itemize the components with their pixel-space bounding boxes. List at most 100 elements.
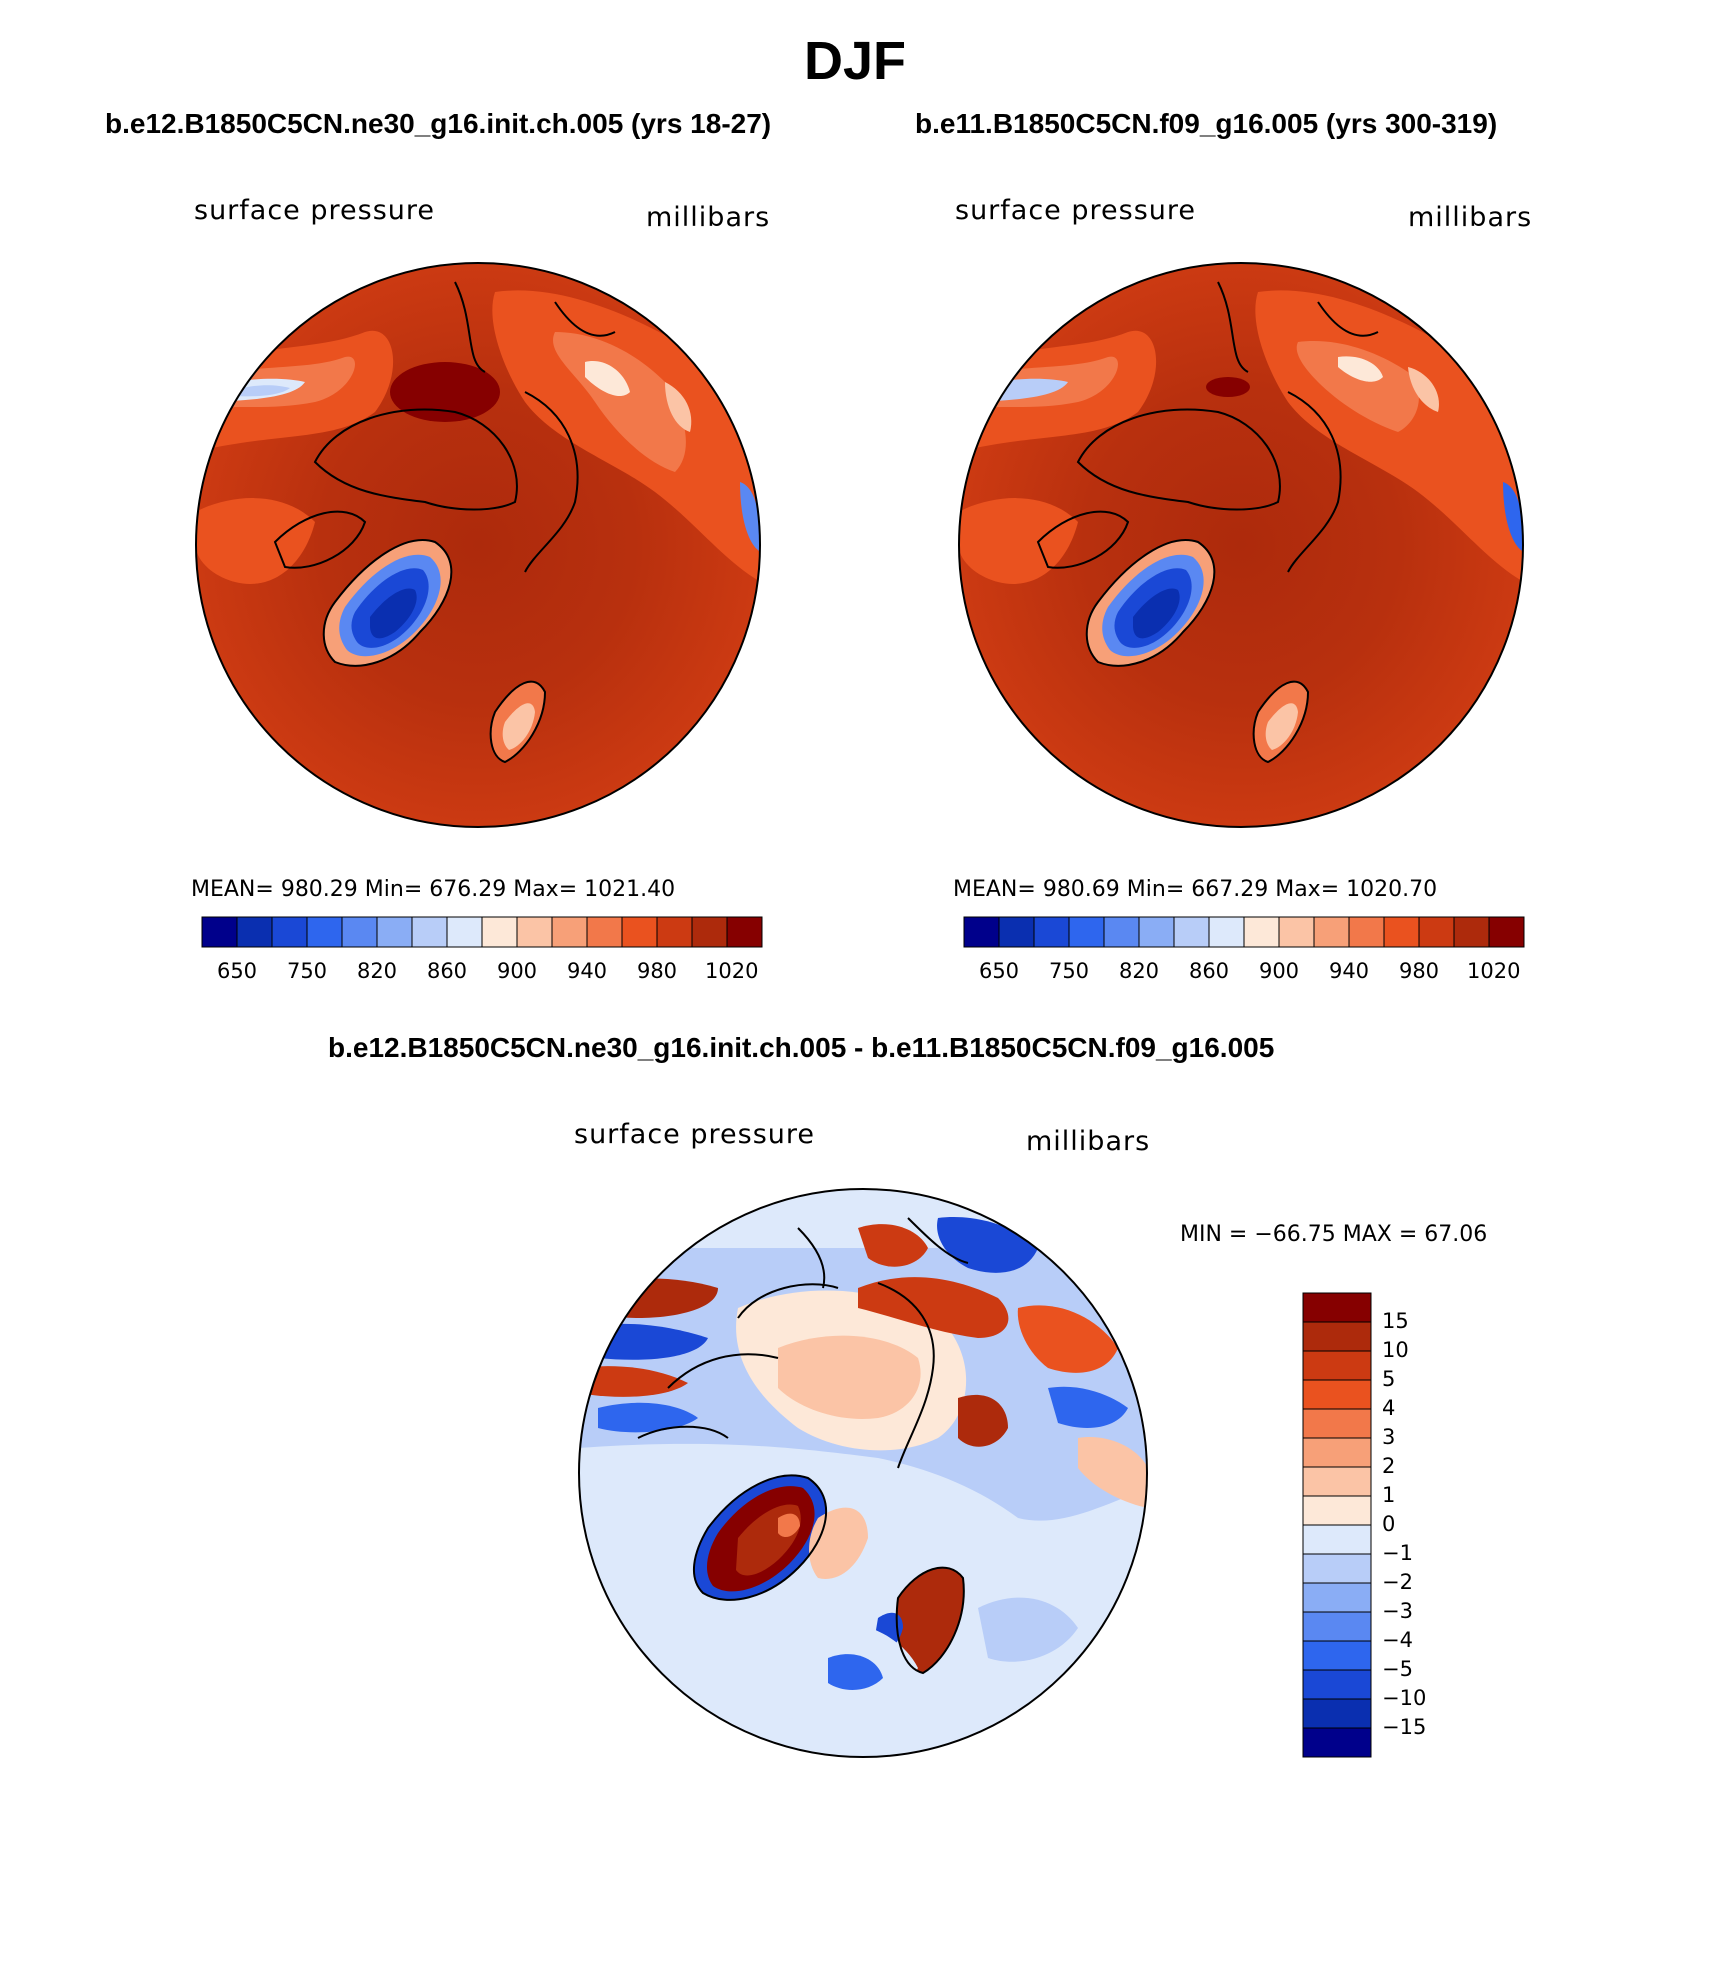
colorbar-swatch [1313,916,1350,948]
panel2-coastline [1036,510,1130,569]
colorbar-swatch [1302,1466,1372,1497]
diff-scandinavia-coast [895,1566,965,1675]
colorbar-swatch [1033,916,1070,948]
diff-coastline [637,1282,935,1469]
colorbar-swatch [271,916,308,948]
colorbar-tick-label: −2 [1382,1570,1413,1594]
diff-units-label: millibars [1026,1126,1151,1157]
panel2-case-title: b.e11.B1850C5CN.f09_g16.005 (yrs 300-319… [915,108,1498,139]
colorbar-tick-label: 4 [1382,1396,1396,1420]
colorbar-swatch [963,916,1000,948]
panel2-colorbar [963,916,1525,948]
colorbar-swatch [376,916,413,948]
colorbar-swatch [1208,916,1245,948]
colorbar-swatch [1302,1553,1372,1584]
colorbar-swatch [1302,1669,1372,1700]
panel2-scandinavia-inner [1265,703,1298,750]
panel2-stats: MEAN= 980.69 Min= 667.29 Max= 1020.70 [953,877,1438,902]
panel1-greenland-core [370,588,417,639]
diff-scandinavia [896,1567,964,1673]
diff-colorbar [1302,1292,1372,1758]
colorbar-tick-label: 0 [1382,1512,1396,1536]
diff-central-arctic-inner [778,1335,921,1419]
colorbar-tick-label: 2 [1382,1454,1396,1478]
panel2-greenland-coast [1085,539,1216,667]
colorbar-tick-label: 900 [1258,959,1300,983]
panel2-map-border [958,262,1524,828]
colorbar-tick-label: 900 [496,959,538,983]
colorbar-tick-label: 820 [1118,959,1160,983]
colorbar-tick-label: 650 [978,959,1020,983]
colorbar-swatch [1488,916,1525,948]
panel2-units-label: millibars [1408,202,1533,233]
panel2-field-patch [1408,367,1439,412]
panel1-field-patch [196,498,315,584]
colorbar-swatch [516,916,553,948]
colorbar-tick-label: 750 [1048,959,1090,983]
colorbar-swatch [1068,916,1105,948]
diff-field-patch [1017,1305,1118,1373]
panel1-case-title: b.e12.B1850C5CN.ne30_g16.init.ch.005 (yr… [105,108,772,139]
panel1-field-patch [235,385,290,397]
colorbar-swatch [586,916,623,948]
panel1-greenland-coast [322,539,453,667]
colorbar-swatch [1302,1640,1372,1671]
colorbar-tick-label: 3 [1382,1425,1396,1449]
colorbar-swatch [1302,1698,1372,1729]
panel1-coastline [454,281,616,373]
colorbar-swatch [1453,916,1490,948]
colorbar-tick-label: −10 [1382,1686,1427,1710]
panel1-scandinavia-coast [489,680,547,764]
panel1-field-patch [665,382,692,432]
panel1-polar-map [195,262,761,828]
diff-field-patch [1078,1437,1147,1508]
colorbar-tick-label: 5 [1382,1367,1396,1391]
colorbar-swatch [621,916,658,948]
colorbar-tick-label: 1 [1382,1483,1396,1507]
panel2-field-patch [1503,482,1523,552]
colorbar-swatch [1302,1292,1372,1323]
colorbar-swatch [1103,916,1140,948]
colorbar-swatch [481,916,518,948]
colorbar-swatch [446,916,483,948]
colorbar-tick-label: 980 [1398,959,1440,983]
panel2-coastline [1217,281,1379,373]
colorbar-tick-label: 860 [1188,959,1230,983]
panel1-field-patch [740,482,760,552]
colorbar-swatch [1243,916,1280,948]
colorbar-tick-label: 980 [636,959,678,983]
colorbar-swatch [726,916,763,948]
colorbar-tick-label: 650 [216,959,258,983]
panel2-greenland-core [1133,588,1180,639]
colorbar-swatch [1302,1495,1372,1526]
colorbar-tick-label: 940 [566,959,608,983]
panel2-variable-label: surface pressure [955,195,1196,226]
colorbar-tick-label: −15 [1382,1715,1427,1739]
diff-map-border [578,1188,1148,1758]
diff-field-patch [958,1394,1008,1447]
colorbar-swatch [341,916,378,948]
panel1-variable-label: surface pressure [194,195,435,226]
colorbar-tick-label: 15 [1382,1309,1409,1333]
colorbar-tick-label: −4 [1382,1628,1413,1652]
colorbar-tick-label: −1 [1382,1541,1413,1565]
colorbar-swatch [1302,1727,1372,1758]
diff-coastline [797,1217,969,1289]
diff-field-patch [588,1323,708,1360]
colorbar-swatch [1138,916,1175,948]
diff-field-patch [579,1366,688,1397]
diff-field-patch [1048,1386,1128,1428]
colorbar-swatch [1302,1379,1372,1410]
colorbar-swatch [1302,1524,1372,1555]
figure-title: DJF [803,31,906,91]
colorbar-swatch [1418,916,1455,948]
diff-field-patch [978,1597,1078,1662]
diff-field-patch [598,1402,698,1433]
diff-polar-map [578,1188,1148,1758]
diff-variable-label: surface pressure [574,1119,815,1150]
panel2-coastline [1287,391,1342,573]
diff-field-patch [858,1224,928,1267]
panel1-coastline [313,408,518,511]
colorbar-swatch [1278,916,1315,948]
colorbar-tick-label: 1020 [1467,959,1521,983]
